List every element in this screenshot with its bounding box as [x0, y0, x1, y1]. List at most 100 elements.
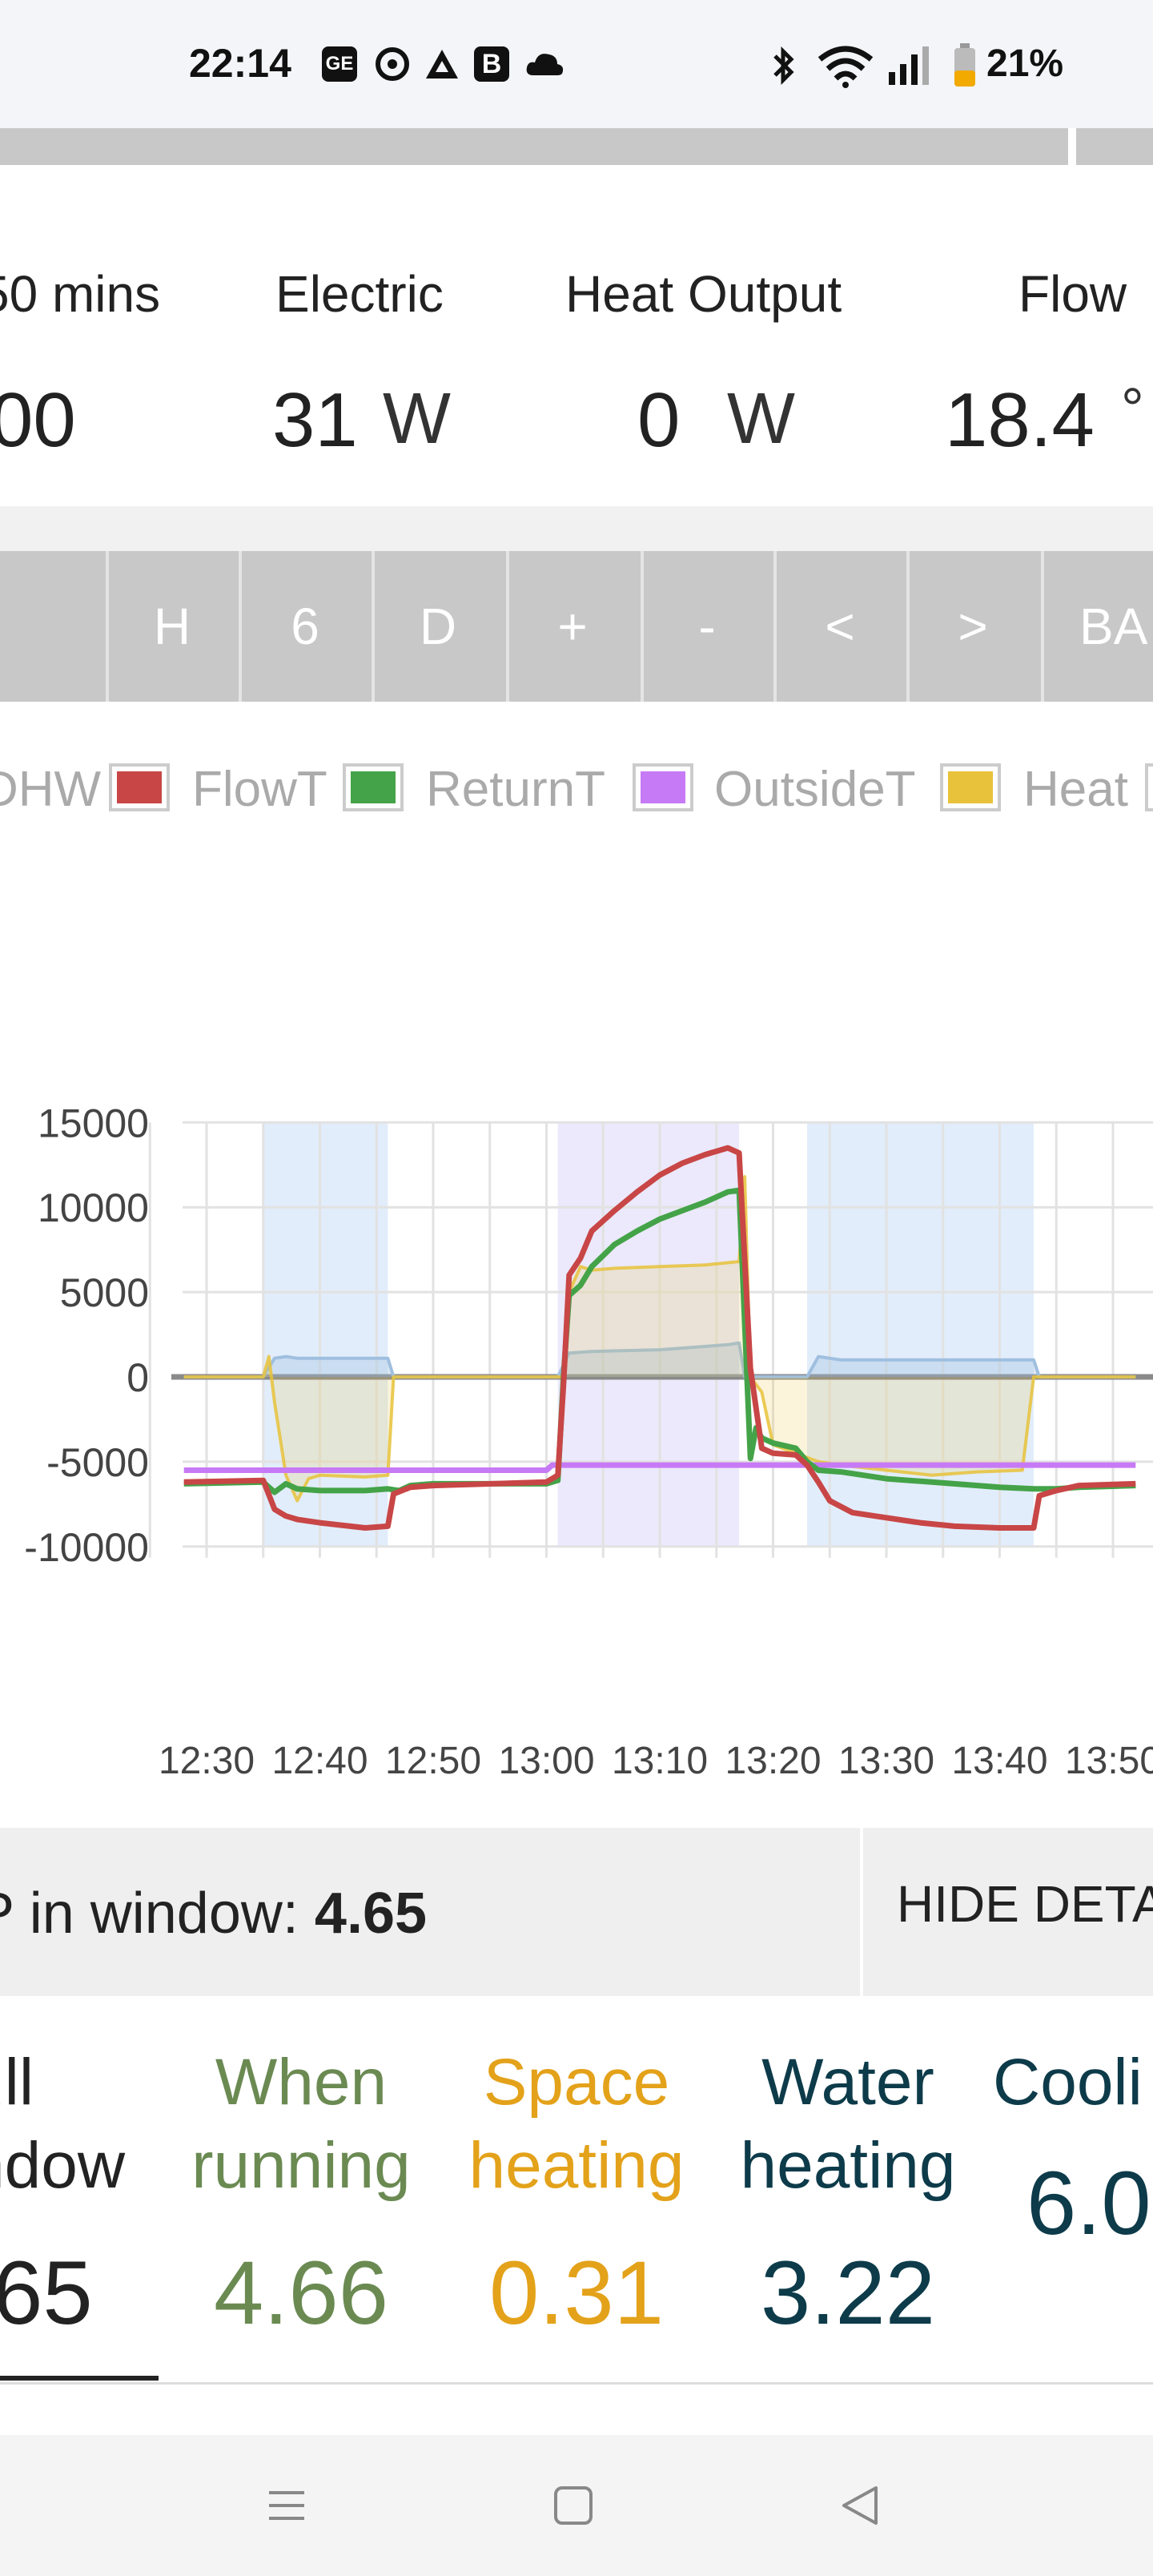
chart-series	[171, 1145, 1153, 1531]
tab-space-heating-value[interactable]: 0.31	[489, 2243, 664, 2343]
metric-electric-value: 31	[272, 377, 358, 463]
tab-water-heating-value[interactable]: 3.22	[761, 2243, 935, 2343]
y-tick-label: 15000	[38, 1101, 149, 1145]
navigation-bar	[0, 2435, 1153, 2576]
hide-details-button[interactable]: HIDE DETA	[897, 1875, 1153, 1933]
legend-flowt-swatch[interactable]	[109, 763, 170, 811]
series-heat-line	[183, 1175, 1136, 1503]
back-button[interactable]: BA	[1041, 551, 1153, 702]
series-electric-area	[183, 1342, 1136, 1377]
y-axis-ticks: 15000 10000 5000 0 -5000 -10000	[24, 1101, 149, 1570]
y-tick-label: 10000	[38, 1185, 149, 1230]
legend-dhw[interactable]: DHW	[0, 762, 102, 817]
metric-electric-unit: W	[383, 379, 451, 459]
x-tick-label: 12:50	[385, 1740, 481, 1778]
y-tick-label: -10000	[24, 1525, 149, 1570]
legend-heat-swatch[interactable]	[940, 763, 1001, 811]
cop-window-text: P in window: 4.65	[0, 1881, 427, 1946]
tab-full-window-line1[interactable]: ull	[0, 2046, 34, 2119]
series-outsidet-line	[183, 1462, 1136, 1473]
active-tab-indicator	[0, 2376, 159, 2381]
x-axis-ticks: 12:30 12:40 12:50 13:00 13:10 13:20 13:30 13:40…	[159, 1740, 1153, 1778]
x-tick-label: 13:40	[951, 1740, 1047, 1778]
metric-flow-value: 18.4	[945, 377, 1095, 463]
b-app-icon: B	[474, 46, 509, 82]
legend-flowt[interactable]: FlowT	[192, 762, 327, 817]
metric-heat-unit: W	[727, 379, 795, 459]
cop-bar	[0, 1828, 1153, 1996]
status-bar	[0, 0, 1153, 128]
zoom-in-button[interactable]: +	[506, 551, 636, 702]
chart-band-dhw-2	[806, 1122, 1034, 1547]
chart-bands	[263, 1122, 1034, 1547]
tab-space-heating-line2[interactable]: heating	[468, 2129, 685, 2202]
tab-divider	[0, 2382, 1153, 2385]
x-tick-label: 13:10	[612, 1740, 708, 1778]
top-scroll-strip-right[interactable]	[1076, 128, 1153, 165]
series-electric-line	[183, 1341, 1136, 1379]
metric-flow-unit: °	[1121, 377, 1144, 441]
x-tick-label: 12:30	[159, 1740, 255, 1778]
zoom-out-button[interactable]: -	[641, 551, 770, 702]
x-tick-label: 13:30	[838, 1740, 934, 1778]
cop-window-label: P in window:	[0, 1882, 315, 1946]
chart-band-dhw-0	[263, 1122, 388, 1547]
menu-icon[interactable]	[264, 2483, 309, 2528]
tab-cooling-line1[interactable]: Cooli	[993, 2046, 1143, 2119]
metric-window-value: 00	[0, 377, 76, 463]
y-tick-label: -5000	[46, 1440, 149, 1485]
top-scroll-strip[interactable]	[0, 128, 1068, 165]
series-returnt-line	[183, 1187, 1136, 1495]
wifi-icon	[817, 43, 874, 88]
y-tick-label: 0	[127, 1355, 149, 1400]
tab-water-heating-line2[interactable]: heating	[740, 2129, 956, 2202]
pan-right-button[interactable]: >	[906, 551, 1036, 702]
bluetooth-icon	[769, 43, 797, 88]
battery-percentage: 21%	[986, 42, 1064, 85]
back-icon[interactable]	[838, 2483, 882, 2528]
x-tick-label: 13:50	[1065, 1740, 1153, 1778]
gmail-icon: GE	[322, 46, 357, 82]
metric-flow-label: Flow	[1018, 265, 1127, 323]
legend-outsidet-swatch[interactable]	[633, 763, 693, 811]
cloud-app-icon	[421, 45, 463, 83]
pan-left-button[interactable]: <	[773, 551, 903, 702]
chrome-icon	[373, 45, 412, 83]
tab-full-window-value[interactable]: .65	[0, 2243, 93, 2343]
x-tick-label: 13:00	[498, 1740, 594, 1778]
legend-more-swatch[interactable]	[1145, 763, 1153, 811]
day-button[interactable]: D	[372, 551, 501, 702]
tab-space-heating-line1[interactable]: Space	[483, 2046, 670, 2119]
metric-heat-label: Heat Output	[565, 265, 842, 323]
series-flowt-line	[183, 1145, 1136, 1531]
metric-window-label: 50 mins	[0, 265, 161, 323]
legend-returnt[interactable]: ReturnT	[426, 762, 605, 817]
home-icon[interactable]	[552, 2485, 594, 2526]
legend-returnt-swatch[interactable]	[343, 763, 404, 811]
tab-when-running-line2[interactable]: running	[191, 2129, 411, 2202]
tab-when-running-line1[interactable]: When	[215, 2046, 388, 2119]
cloud-icon	[525, 48, 565, 80]
six-hour-button[interactable]: 6	[239, 551, 368, 702]
x-tick-label: 13:20	[725, 1740, 821, 1778]
battery-icon	[953, 42, 977, 88]
cop-divider	[860, 1828, 863, 1996]
chart-band-heating-1	[557, 1122, 740, 1547]
x-tick-label: 12:40	[271, 1740, 368, 1778]
section-gap	[0, 506, 1153, 551]
legend-heat[interactable]: Heat	[1023, 762, 1128, 817]
status-time: 22:14	[189, 41, 291, 86]
tab-water-heating-line1[interactable]: Water	[761, 2046, 934, 2119]
legend-outsidet[interactable]: OutsideT	[714, 762, 916, 817]
tab-cooling-value[interactable]: 6.0	[1026, 2153, 1151, 2253]
cop-window-value: 4.65	[314, 1882, 428, 1946]
signal-icon	[887, 45, 932, 87]
tab-when-running-value[interactable]: 4.66	[214, 2243, 388, 2343]
metric-electric-label: Electric	[275, 265, 444, 323]
hour-button[interactable]: H	[106, 551, 235, 702]
tab-full-window-line2[interactable]: ndow	[0, 2129, 126, 2202]
y-tick-label: 5000	[60, 1270, 149, 1315]
series-heat-area	[183, 1177, 1136, 1501]
metric-heat-value: 0	[637, 377, 681, 463]
